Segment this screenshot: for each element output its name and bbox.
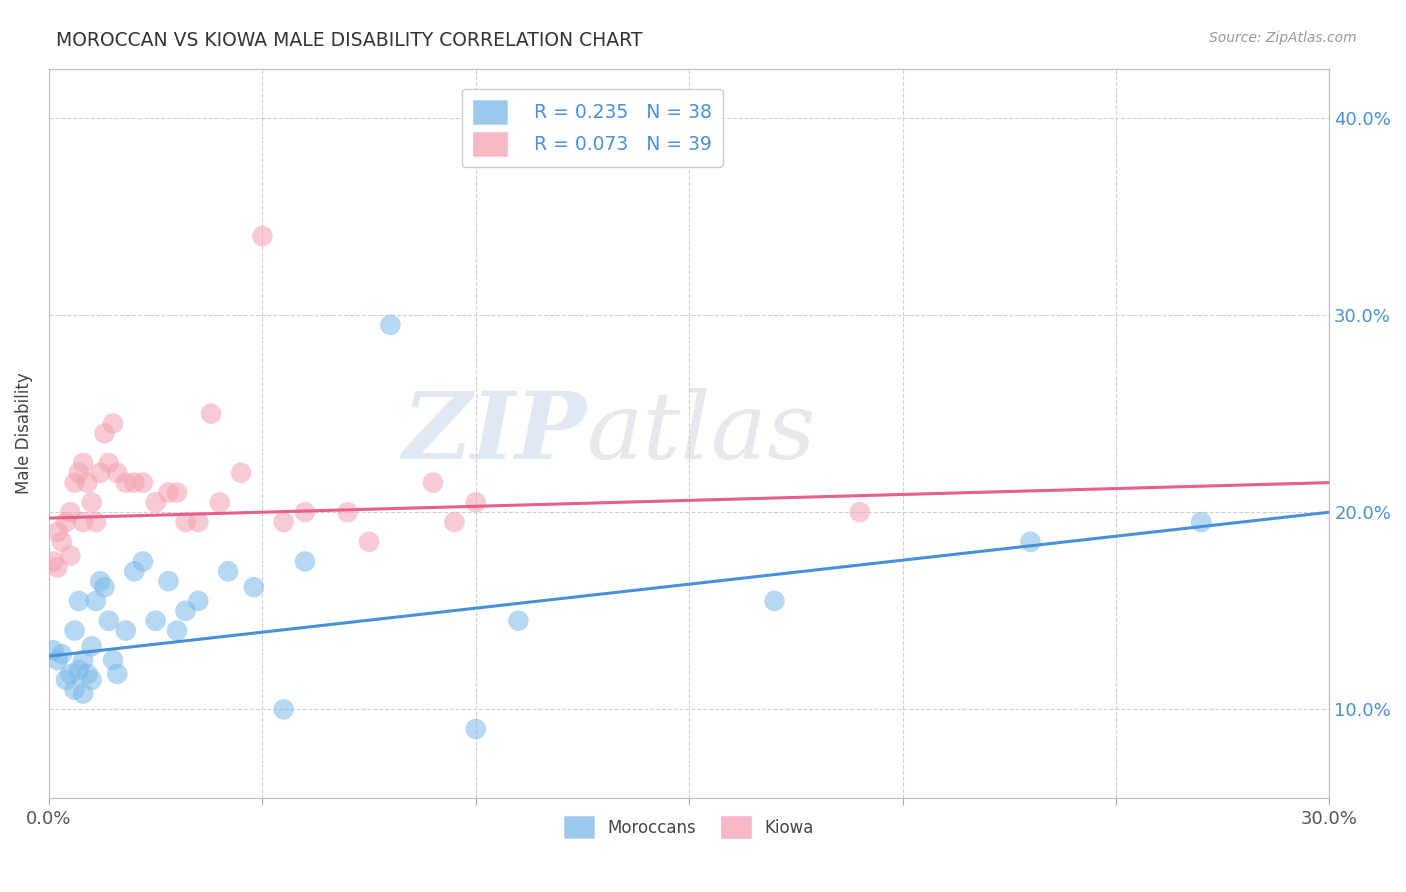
Point bbox=[76, 667, 98, 681]
Legend: Moroccans, Kiowa: Moroccans, Kiowa bbox=[558, 810, 821, 845]
Point bbox=[464, 495, 486, 509]
Point bbox=[166, 485, 188, 500]
Point bbox=[187, 515, 209, 529]
Point bbox=[89, 574, 111, 589]
Point bbox=[114, 624, 136, 638]
Point bbox=[72, 456, 94, 470]
Point bbox=[200, 407, 222, 421]
Point bbox=[55, 673, 77, 687]
Point bbox=[59, 667, 82, 681]
Point bbox=[46, 524, 69, 539]
Point bbox=[187, 594, 209, 608]
Point bbox=[229, 466, 252, 480]
Text: Source: ZipAtlas.com: Source: ZipAtlas.com bbox=[1209, 31, 1357, 45]
Point bbox=[273, 702, 295, 716]
Point bbox=[51, 534, 73, 549]
Point bbox=[55, 515, 77, 529]
Point bbox=[464, 722, 486, 736]
Point bbox=[84, 515, 107, 529]
Point bbox=[145, 614, 167, 628]
Point bbox=[105, 466, 128, 480]
Point bbox=[208, 495, 231, 509]
Point bbox=[59, 549, 82, 563]
Point bbox=[294, 505, 316, 519]
Point bbox=[80, 640, 103, 654]
Point bbox=[132, 475, 155, 490]
Point bbox=[42, 554, 65, 568]
Point bbox=[380, 318, 402, 332]
Point bbox=[59, 505, 82, 519]
Point bbox=[174, 515, 197, 529]
Point bbox=[1019, 534, 1042, 549]
Text: ZIP: ZIP bbox=[402, 388, 586, 478]
Point bbox=[443, 515, 465, 529]
Y-axis label: Male Disability: Male Disability bbox=[15, 373, 32, 494]
Point bbox=[97, 614, 120, 628]
Point bbox=[80, 495, 103, 509]
Point bbox=[67, 594, 90, 608]
Point bbox=[67, 663, 90, 677]
Point bbox=[51, 647, 73, 661]
Point bbox=[63, 475, 86, 490]
Point bbox=[80, 673, 103, 687]
Point bbox=[76, 475, 98, 490]
Point bbox=[336, 505, 359, 519]
Point bbox=[89, 466, 111, 480]
Text: MOROCCAN VS KIOWA MALE DISABILITY CORRELATION CHART: MOROCCAN VS KIOWA MALE DISABILITY CORREL… bbox=[56, 31, 643, 50]
Point bbox=[157, 485, 180, 500]
Point bbox=[166, 624, 188, 638]
Point bbox=[72, 687, 94, 701]
Point bbox=[101, 417, 124, 431]
Point bbox=[157, 574, 180, 589]
Point bbox=[67, 466, 90, 480]
Point bbox=[294, 554, 316, 568]
Point bbox=[63, 682, 86, 697]
Point bbox=[357, 534, 380, 549]
Point bbox=[93, 580, 115, 594]
Point bbox=[72, 653, 94, 667]
Point bbox=[508, 614, 530, 628]
Point bbox=[114, 475, 136, 490]
Point bbox=[145, 495, 167, 509]
Point bbox=[763, 594, 786, 608]
Point bbox=[46, 560, 69, 574]
Point bbox=[97, 456, 120, 470]
Point bbox=[243, 580, 266, 594]
Point bbox=[273, 515, 295, 529]
Point bbox=[93, 426, 115, 441]
Point bbox=[124, 475, 146, 490]
Point bbox=[422, 475, 444, 490]
Point bbox=[174, 604, 197, 618]
Point bbox=[1189, 515, 1212, 529]
Point bbox=[217, 565, 239, 579]
Point bbox=[42, 643, 65, 657]
Point bbox=[105, 667, 128, 681]
Text: atlas: atlas bbox=[586, 388, 817, 478]
Point bbox=[124, 565, 146, 579]
Point bbox=[46, 653, 69, 667]
Point bbox=[849, 505, 872, 519]
Point bbox=[101, 653, 124, 667]
Point bbox=[63, 624, 86, 638]
Point bbox=[252, 229, 274, 244]
Point bbox=[72, 515, 94, 529]
Point bbox=[84, 594, 107, 608]
Point bbox=[132, 554, 155, 568]
